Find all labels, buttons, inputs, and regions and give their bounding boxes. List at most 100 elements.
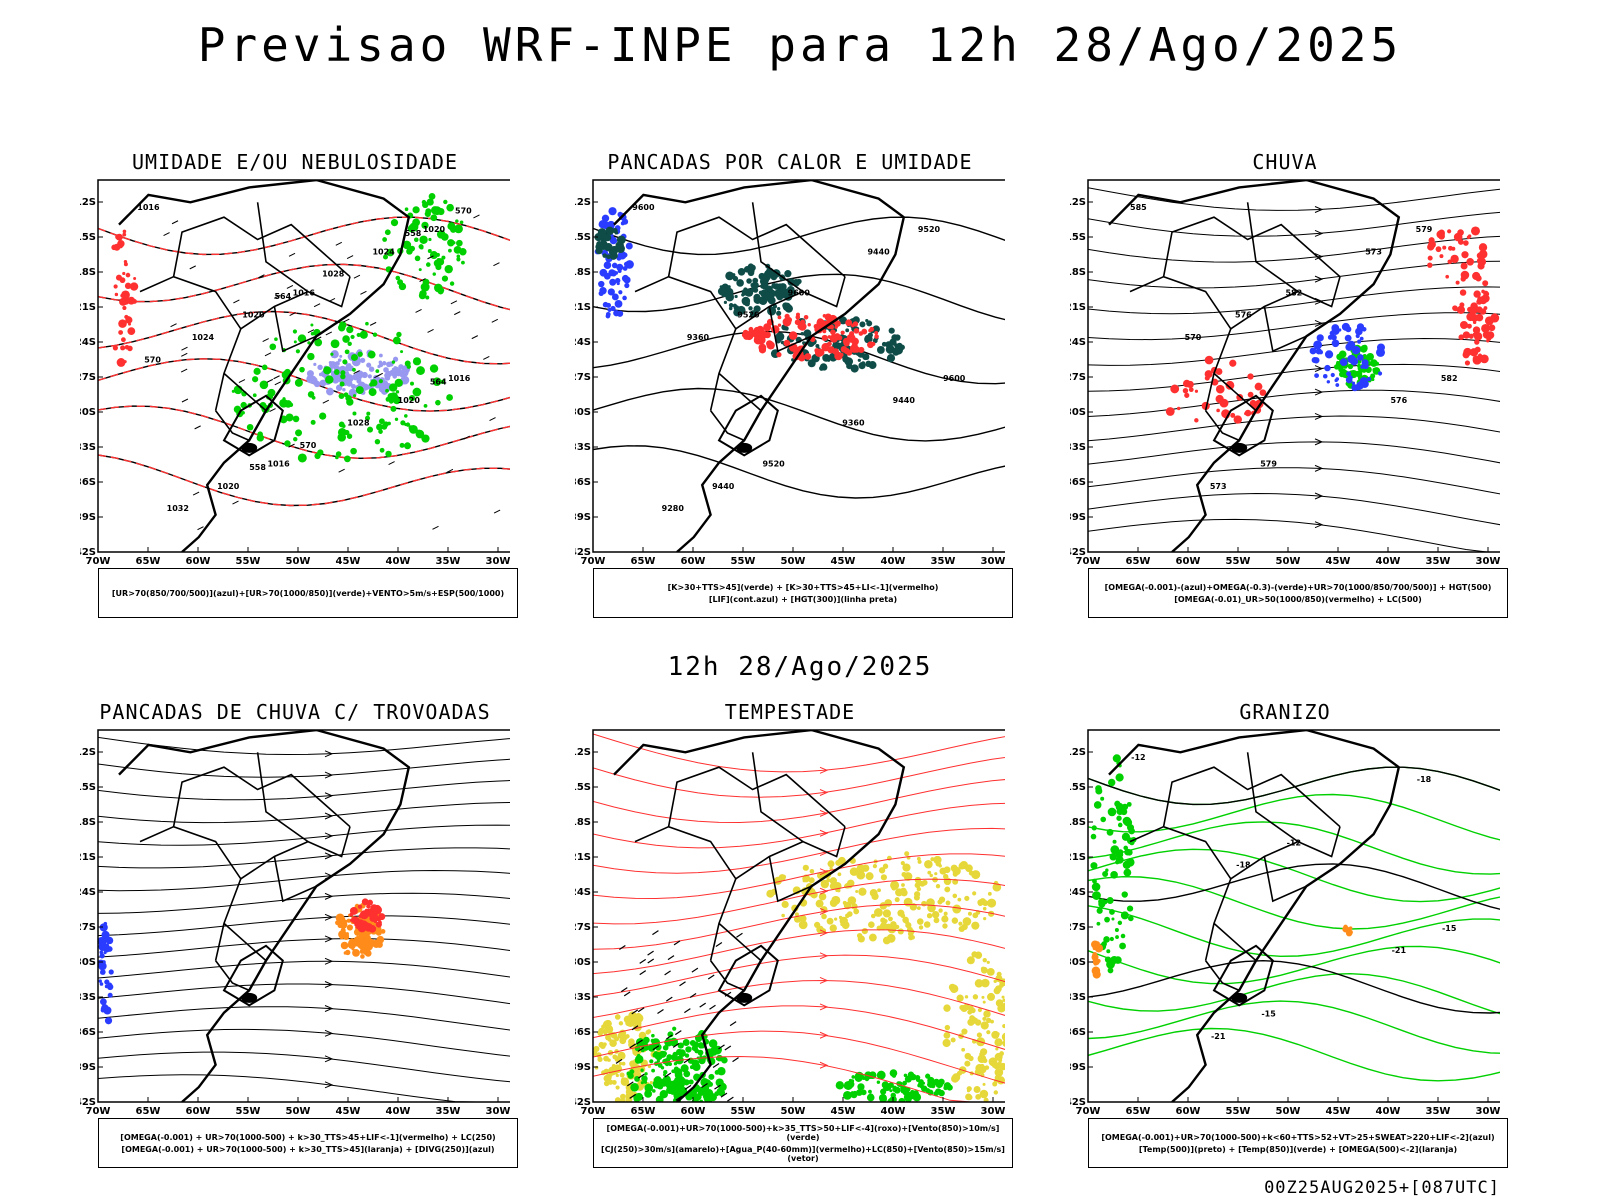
jet-core-area	[856, 933, 863, 939]
jet-core-area	[842, 900, 847, 905]
jet-core-area	[909, 937, 913, 941]
streamline-arrow	[1314, 206, 1324, 213]
wind850-area	[682, 1039, 690, 1047]
omega-ur-area	[1456, 305, 1466, 314]
omega-area	[1316, 334, 1324, 342]
humidity-upper-area	[368, 366, 375, 372]
wind-vector	[192, 491, 200, 496]
thickness-line	[127, 296, 136, 305]
humidity-low-area	[409, 245, 416, 252]
k-tts-area	[609, 246, 619, 255]
legend-line: [K>30+TTS>45](verde) + [K>30+TTS>45+LI<-…	[667, 582, 939, 592]
wind-vector	[674, 1030, 682, 1036]
jet-core-area	[781, 900, 789, 909]
wind-vector	[684, 1084, 692, 1090]
wind850-area	[641, 1075, 648, 1082]
wind850-area	[835, 1081, 845, 1090]
wind850-area	[880, 1088, 887, 1095]
wind-vector	[620, 987, 628, 993]
humidity-upper-area	[378, 353, 383, 358]
jet-core-area	[597, 1030, 604, 1036]
humidity-low-area	[433, 259, 442, 268]
k-tts-li-area	[840, 330, 845, 335]
omega-ur-area	[1468, 305, 1478, 315]
humidity-low-area	[435, 252, 440, 257]
k-tts-area	[380, 928, 386, 934]
omega-ur-area	[1215, 384, 1225, 394]
humidity-low-area	[412, 357, 422, 366]
lc850-streamline	[593, 733, 1005, 773]
wind850-area	[715, 1078, 724, 1087]
omega-strong-area	[1371, 377, 1375, 382]
wind-vector	[493, 262, 500, 267]
omega-ur-area	[1442, 245, 1447, 250]
temp850-line	[1107, 967, 1114, 974]
k-tts-area	[859, 321, 866, 328]
lat-tick-label: 36S	[80, 1027, 96, 1038]
streamline	[98, 869, 510, 892]
jet-core-area	[838, 915, 843, 920]
jet-core-area	[615, 1065, 621, 1070]
omega-area	[1376, 347, 1386, 357]
wind-vector	[636, 1039, 643, 1045]
wind850-area	[915, 1077, 921, 1083]
k-tts-area	[753, 293, 761, 301]
humidity-low-area	[432, 377, 442, 386]
k-tts-li-area	[821, 334, 828, 342]
k-tts-area	[846, 362, 853, 370]
wind-vector	[715, 942, 723, 948]
lif-contour	[616, 255, 622, 261]
streamline-arrow	[324, 1081, 334, 1089]
humidity-low-area	[338, 421, 345, 428]
temp850-line	[1114, 956, 1122, 964]
jet-core-area	[914, 891, 921, 898]
streamline	[98, 802, 510, 824]
jet-core-area	[628, 1011, 637, 1020]
divergence-area	[98, 979, 102, 983]
k-tts-li-area	[861, 328, 868, 335]
omega-ur-area	[1474, 339, 1480, 345]
jet-core-area	[609, 1039, 617, 1048]
panel-title: PANCADAS POR CALOR E UMIDADE	[607, 150, 973, 174]
wind850-area	[635, 1055, 644, 1064]
humidity-low-area	[386, 248, 395, 257]
k-tts-area	[878, 347, 884, 353]
humidity-low-area	[307, 391, 315, 398]
k-tts-lif-area	[372, 907, 379, 914]
map-frame	[97, 179, 510, 553]
temp850-line	[1088, 821, 1500, 875]
lat-tick-label: 27S	[1070, 922, 1086, 933]
country-border	[1162, 216, 1341, 278]
temp850-line	[1111, 917, 1115, 921]
wind-vector	[639, 958, 647, 964]
k-tts-area	[363, 949, 370, 955]
streamline-arrow	[819, 976, 829, 984]
jet-core-area	[998, 1058, 1003, 1063]
jet-core-area	[868, 933, 877, 942]
country-border	[1263, 306, 1307, 353]
lat-tick-label: 33S	[1070, 992, 1086, 1003]
wind-vector	[707, 974, 715, 980]
contour-label: 1016	[267, 459, 290, 468]
lon-tick-label: 30W	[1476, 1106, 1500, 1117]
contour-label: 9360	[687, 333, 710, 342]
humidity-low-area	[409, 222, 419, 232]
omega-ur-area	[1463, 240, 1469, 246]
lat-tick-label: 12S	[80, 747, 96, 758]
hgt300-line	[593, 273, 1005, 321]
wind850-area	[651, 1068, 656, 1073]
wind-vector	[666, 1034, 673, 1040]
humidity-low-area	[246, 423, 254, 431]
jet-core-area	[841, 918, 848, 925]
lon-tick-label: 55W	[731, 1106, 756, 1117]
divergence-area	[107, 992, 113, 998]
thickness-line	[120, 345, 126, 351]
k-tts-area	[839, 316, 848, 325]
humidity-low-area	[427, 248, 432, 253]
jet-core-area	[902, 863, 911, 872]
jet-core-area	[829, 882, 837, 890]
streamline-arrow	[819, 766, 829, 774]
k-tts-area	[616, 235, 626, 245]
country-border	[223, 372, 267, 412]
country-border	[718, 372, 762, 412]
